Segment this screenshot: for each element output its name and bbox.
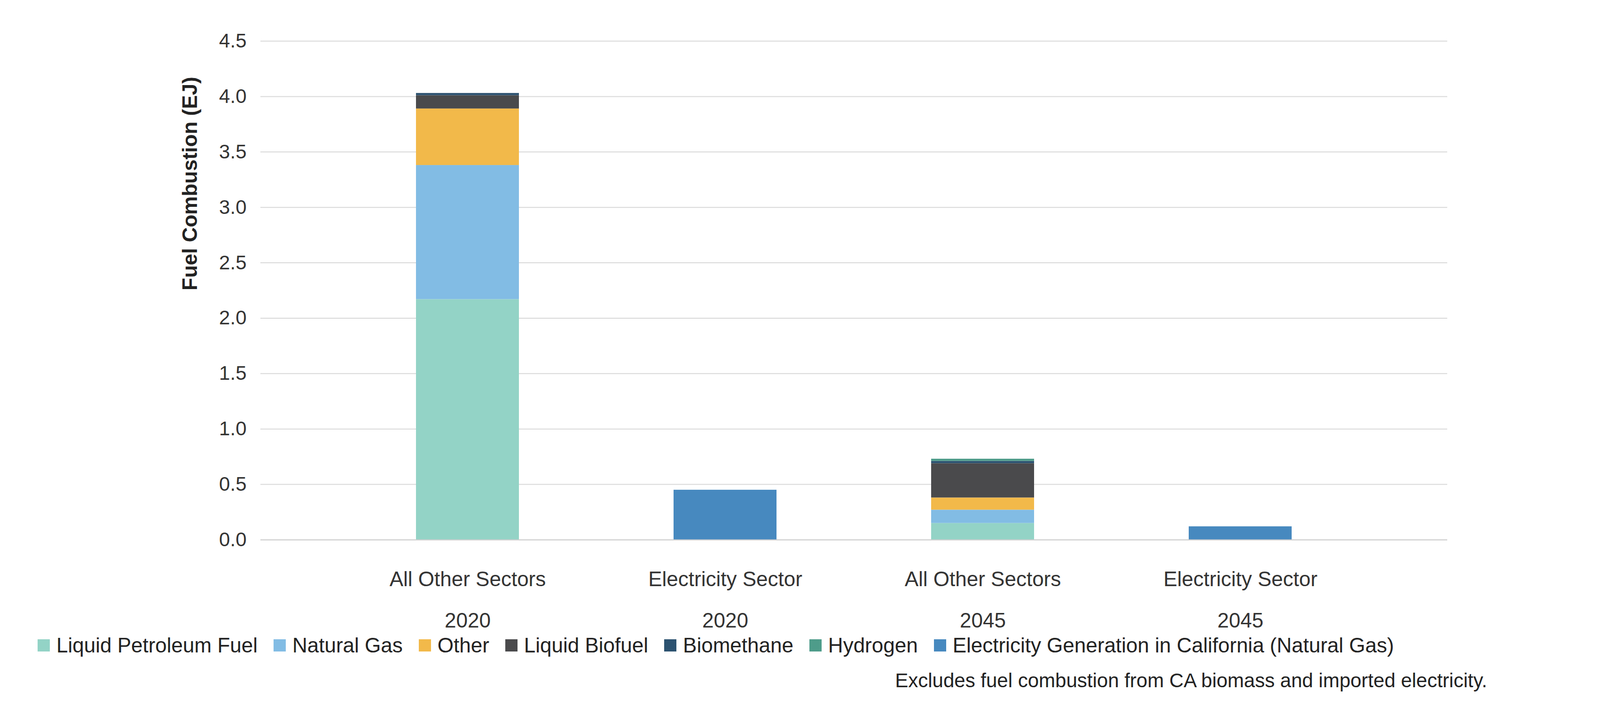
html-text:Electricity Generation in Cali: Electricity Generation in California (Na… xyxy=(952,633,1394,657)
svg-text:2.5: 2.5 xyxy=(219,250,247,274)
html-text:Natural Gas: Natural Gas xyxy=(292,633,403,657)
svg-text:3.5: 3.5 xyxy=(219,140,247,163)
svg-text:Electricity Sector2045: Electricity Sector2045 xyxy=(1163,567,1318,632)
svg-text:All Other Sectors2020: All Other Sectors2020 xyxy=(389,567,547,632)
svg-text:0.5: 0.5 xyxy=(219,472,247,495)
svg-text:2.0: 2.0 xyxy=(219,306,247,329)
svg-text:4.0: 4.0 xyxy=(219,85,247,108)
html-text:Liquid Biofuel: Liquid Biofuel xyxy=(523,633,649,657)
svg-text:Fuel Combustion (EJ): Fuel Combustion (EJ) xyxy=(178,76,202,291)
svg-text:4.5: 4.5 xyxy=(219,29,247,52)
html-text:Liquid Petroleum Fuel: Liquid Petroleum Fuel xyxy=(56,633,258,657)
svg-text:0.0: 0.0 xyxy=(219,528,247,551)
svg-text:1.5: 1.5 xyxy=(219,361,247,385)
html-text:Hydrogen: Hydrogen xyxy=(828,633,918,657)
svg-text:All Other Sectors2045: All Other Sectors2045 xyxy=(904,567,1062,632)
svg-text:3.0: 3.0 xyxy=(219,196,247,219)
svg-text:1.0: 1.0 xyxy=(219,417,247,440)
html-text:Biomethane: Biomethane xyxy=(682,633,794,657)
svg-text:Electricity Sector2020: Electricity Sector2020 xyxy=(648,567,803,632)
html-text:Excludes fuel combustion from: Excludes fuel combustion from CA biomass… xyxy=(895,669,1488,692)
html-text:Other: Other xyxy=(437,633,490,657)
